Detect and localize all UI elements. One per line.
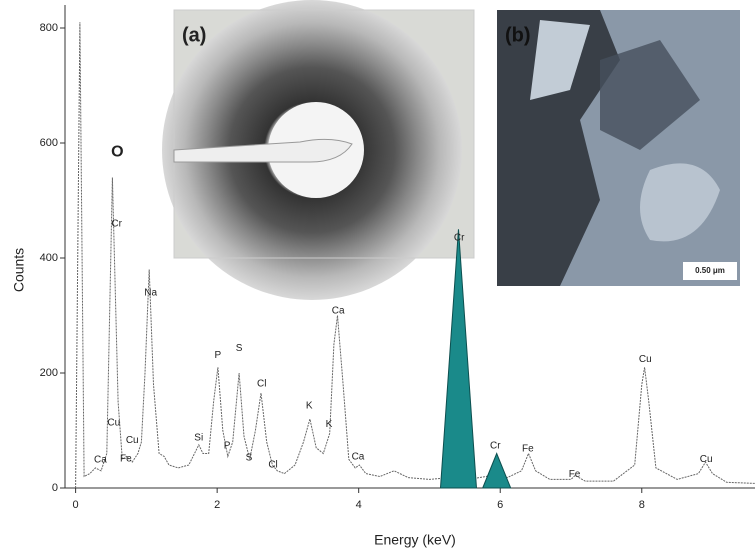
x-tick-label: 0 xyxy=(73,499,79,511)
peak-highlight xyxy=(440,229,476,488)
y-axis-label: Counts xyxy=(11,248,27,292)
inset-label: (b) xyxy=(505,24,531,46)
peak-label: Cr xyxy=(490,441,501,452)
peak-label: Ca xyxy=(332,306,345,317)
x-tick-label: 2 xyxy=(214,499,220,511)
peak-label: Si xyxy=(194,433,203,444)
peak-label: K xyxy=(306,400,313,411)
y-tick-label: 400 xyxy=(40,252,58,264)
peak-label: Cu xyxy=(107,418,120,429)
peak-label: Cu xyxy=(700,454,713,465)
x-axis-label: Energy (keV) xyxy=(374,532,456,548)
peak-label: Ca xyxy=(94,454,107,465)
peak-label: Cu xyxy=(126,435,139,446)
peak-label: K xyxy=(326,419,333,430)
inset-a: (a) xyxy=(162,0,474,300)
chart: (a) 0.50 μm (b) Counts Energy (keV) 0200… xyxy=(0,0,755,553)
peak-label: Fe xyxy=(522,444,534,455)
inset-b: 0.50 μm (b) xyxy=(497,10,740,286)
peak-label: P xyxy=(224,441,231,452)
y-tick-label: 800 xyxy=(40,22,58,34)
y-tick-label: 0 xyxy=(52,482,58,494)
peak-label: Cr xyxy=(111,219,122,230)
y-tick-label: 200 xyxy=(40,367,58,379)
peak-label: S xyxy=(246,453,253,464)
peak-label: Cl xyxy=(257,379,266,390)
x-tick-label: 4 xyxy=(356,499,362,511)
peak-label: Cl xyxy=(268,460,277,471)
peak-label: S xyxy=(236,343,243,354)
peak-highlight xyxy=(483,454,511,489)
peak-label: Cu xyxy=(639,354,652,365)
peak-label: P xyxy=(215,350,222,361)
peak-label: Ca xyxy=(352,452,365,463)
peak-label: Fe xyxy=(569,469,581,480)
peak-label: Na xyxy=(144,288,157,299)
inset-label: (a) xyxy=(182,24,206,46)
x-tick-label: 6 xyxy=(497,499,503,511)
peak-label: Cr xyxy=(454,233,465,244)
y-tick-label: 600 xyxy=(40,137,58,149)
x-tick-label: 8 xyxy=(639,499,645,511)
peak-label: O xyxy=(111,143,123,160)
scale-bar: 0.50 μm xyxy=(695,266,725,275)
peak-label: Fe xyxy=(120,453,132,464)
